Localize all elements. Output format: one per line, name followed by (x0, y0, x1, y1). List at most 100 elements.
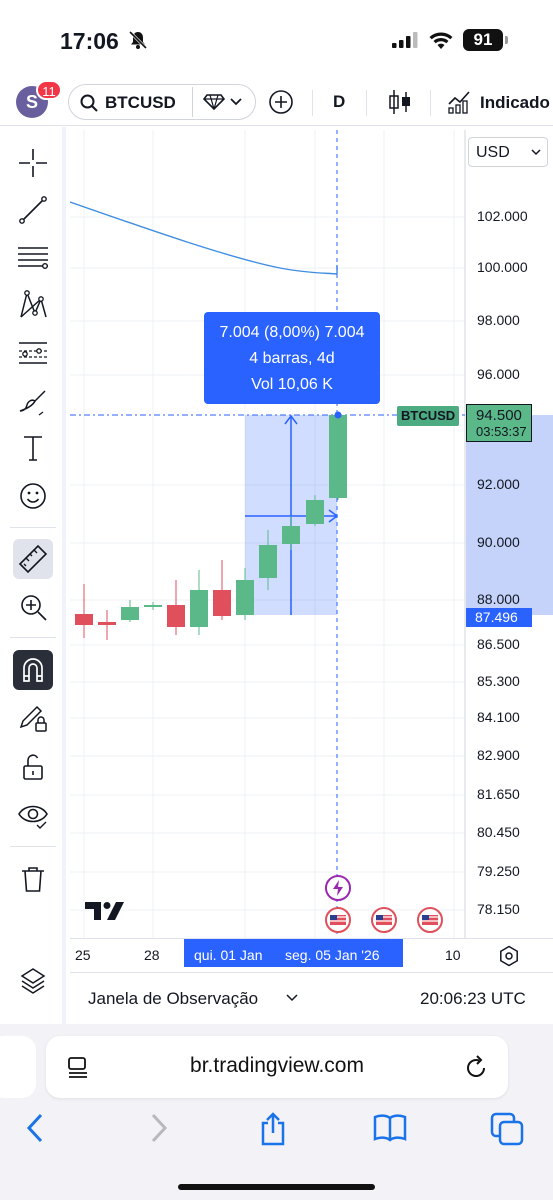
time-axis[interactable]: 25 28 qui. 01 Jan seg. 05 Jan '26 10 (70, 938, 553, 970)
status-bar: 17:06 91 (0, 0, 553, 80)
reader-icon[interactable] (66, 1056, 90, 1078)
time-tick: 25 (75, 947, 91, 963)
candle-body (75, 614, 93, 625)
zoom-tool[interactable] (13, 587, 53, 627)
tradingview-logo (85, 902, 124, 920)
price-tick: 80.450 (477, 824, 520, 840)
pattern-tool[interactable] (13, 285, 53, 325)
divider (10, 637, 56, 638)
eye-icon (18, 805, 48, 829)
chevron-down-icon[interactable] (229, 97, 243, 107)
price-tick: 88.000 (477, 591, 520, 607)
currency-select[interactable]: USD (468, 137, 548, 167)
chevron-down-icon[interactable] (286, 994, 298, 1002)
trash-icon (22, 867, 44, 892)
us-flag-icon (422, 915, 438, 925)
indicators-button[interactable]: Indicado (480, 93, 550, 112)
ruler-tool[interactable] (13, 539, 53, 579)
candle-body (98, 622, 116, 625)
fib-retracement-icon (18, 247, 49, 270)
candle-body (144, 605, 162, 607)
price-tick: 79.250 (477, 863, 520, 879)
magnet-tool[interactable] (13, 650, 53, 690)
indicators-icon[interactable] (447, 88, 471, 114)
lock-drawing-tool[interactable] (13, 699, 53, 739)
price-tick: 90.000 (477, 534, 520, 550)
candle-body (306, 500, 324, 524)
fib-tool[interactable] (13, 237, 53, 277)
symbol-price-tag: BTCUSD (397, 406, 460, 426)
price-axis-measure-range (466, 415, 553, 615)
trend-line-icon (19, 196, 47, 224)
measure-arrowhead-up (284, 414, 298, 425)
chart-toolbar: S 11 BTCUSD D Indicado (0, 78, 553, 126)
drawing-toolbar (0, 127, 66, 1025)
last-price: 94.500 (476, 407, 522, 424)
compare-add-icon[interactable] (268, 89, 294, 115)
currency-label: USD (476, 144, 510, 161)
utc-clock[interactable]: 20:06:23 UTC (420, 989, 526, 1008)
layers-icon[interactable] (20, 966, 46, 994)
emoji-tool[interactable] (13, 476, 53, 516)
us-economic-event[interactable] (371, 907, 397, 933)
previous-tab-preview[interactable] (0, 1036, 36, 1098)
crosshair-tool[interactable] (13, 143, 53, 183)
chart-pane[interactable] (70, 130, 553, 970)
lightning-icon (333, 880, 343, 896)
reload-icon[interactable] (464, 1054, 488, 1080)
price-tick: 82.900 (477, 747, 520, 763)
divider (312, 90, 313, 116)
smiley-icon (20, 483, 46, 509)
us-flag-icon (330, 915, 346, 925)
price-tick: 81.650 (477, 786, 520, 802)
candle-body (259, 545, 277, 578)
moving-average-line (70, 201, 338, 275)
forecast-tool[interactable] (13, 333, 53, 373)
price-tick: 92.000 (477, 476, 520, 492)
brush-icon (19, 390, 46, 416)
measure-info-label: 7.004 (8,00%) 7.004 4 barras, 4d Vol 10,… (204, 312, 380, 404)
symbol-name: BTCUSD (105, 93, 176, 112)
forecast-icon (19, 342, 47, 364)
share-icon[interactable] (258, 1112, 288, 1146)
candlestick-icon[interactable] (388, 88, 412, 116)
split-event-marker[interactable] (325, 875, 351, 901)
chart-canvas (70, 130, 553, 970)
brush-tool[interactable] (13, 381, 53, 421)
price-tick: 85.300 (477, 673, 520, 689)
price-tick: 84.100 (477, 709, 520, 725)
time-axis-measure-range (184, 939, 403, 967)
candle-body (282, 526, 300, 544)
watchlist-button[interactable]: Janela de Observação (88, 989, 259, 1008)
tabs-icon[interactable] (490, 1112, 524, 1146)
address-bar[interactable]: br.tradingview.com (46, 1036, 508, 1098)
bookmarks-icon[interactable] (372, 1112, 408, 1144)
candle-body (236, 580, 254, 615)
diamond-icon[interactable] (203, 94, 225, 110)
symbol-search[interactable]: BTCUSD (68, 84, 256, 120)
bar-countdown: 03:53:37 (476, 424, 527, 439)
us-economic-event[interactable] (325, 907, 351, 933)
crosshair-point (334, 411, 342, 419)
pattern-icon (20, 290, 47, 318)
interval-button[interactable]: D (333, 92, 346, 111)
text-tool[interactable] (13, 428, 53, 468)
trend-line-tool[interactable] (13, 190, 53, 230)
candle-body (121, 607, 139, 620)
remove-drawings-tool[interactable] (13, 859, 53, 899)
unlock-icon (23, 754, 43, 780)
price-tick: 98.000 (477, 312, 520, 328)
back-icon[interactable] (24, 1112, 48, 1144)
settings-icon[interactable] (498, 945, 520, 967)
divider (10, 527, 56, 528)
measure-low-price-tag: 87.496 (466, 608, 532, 627)
divider (366, 90, 367, 116)
us-economic-event[interactable] (417, 907, 443, 933)
unlock-tool[interactable] (13, 747, 53, 787)
divider (430, 90, 431, 116)
hide-drawings-tool[interactable] (13, 795, 53, 835)
last-price-tag: 94.500 03:53:37 (466, 404, 532, 442)
measure-volume: Vol 10,06 K (251, 376, 333, 393)
zoom-in-icon (21, 595, 47, 621)
forward-icon[interactable] (146, 1112, 170, 1144)
